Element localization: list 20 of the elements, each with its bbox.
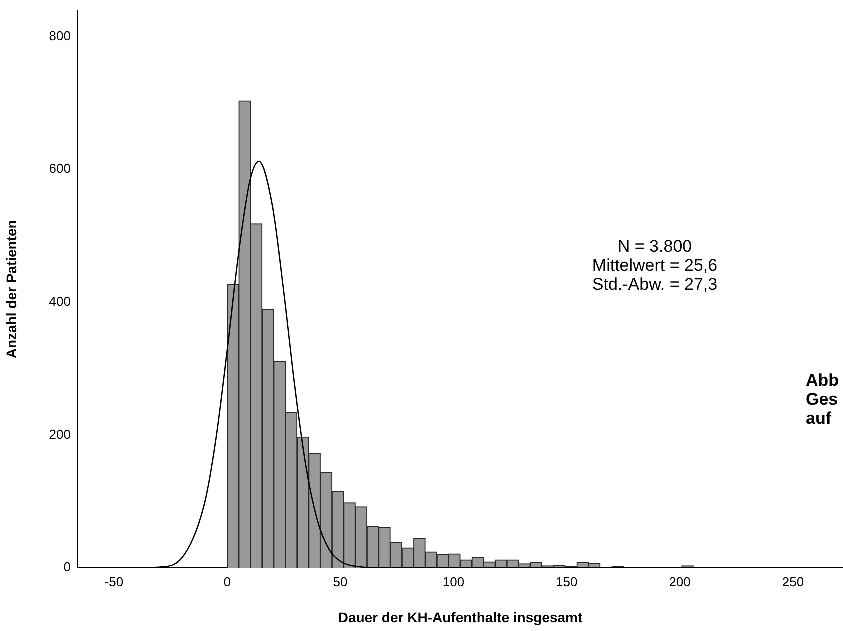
x-axis-title: Dauer der KH-Aufenthalte insgesamt <box>338 609 583 626</box>
annotation: Abb <box>806 371 840 390</box>
annotation: auf <box>806 409 832 428</box>
y-tick-label: 0 <box>64 560 71 575</box>
x-tick-label: 100 <box>442 574 465 590</box>
x-tick-label: 200 <box>669 574 691 590</box>
annotation: N = 3.800 <box>618 237 692 256</box>
y-tick-label: 200 <box>49 426 71 442</box>
x-tick-label: 50 <box>333 574 348 590</box>
annotation: Std.-Abw. = 27,3 <box>592 275 718 294</box>
x-tick-label: -50 <box>104 574 124 590</box>
y-tick-label: 800 <box>49 28 71 44</box>
annotation: Ges <box>806 390 838 409</box>
x-tick-label: 250 <box>782 574 804 590</box>
y-axis-title: Anzahl der Patienten <box>3 220 20 359</box>
x-tick-label: 150 <box>556 574 578 590</box>
y-tick-label: 400 <box>49 294 71 309</box>
y-tick-label: 600 <box>49 161 71 176</box>
annotation: Mittelwert = 25,6 <box>592 256 718 275</box>
x-tick-label: 0 <box>224 574 231 590</box>
